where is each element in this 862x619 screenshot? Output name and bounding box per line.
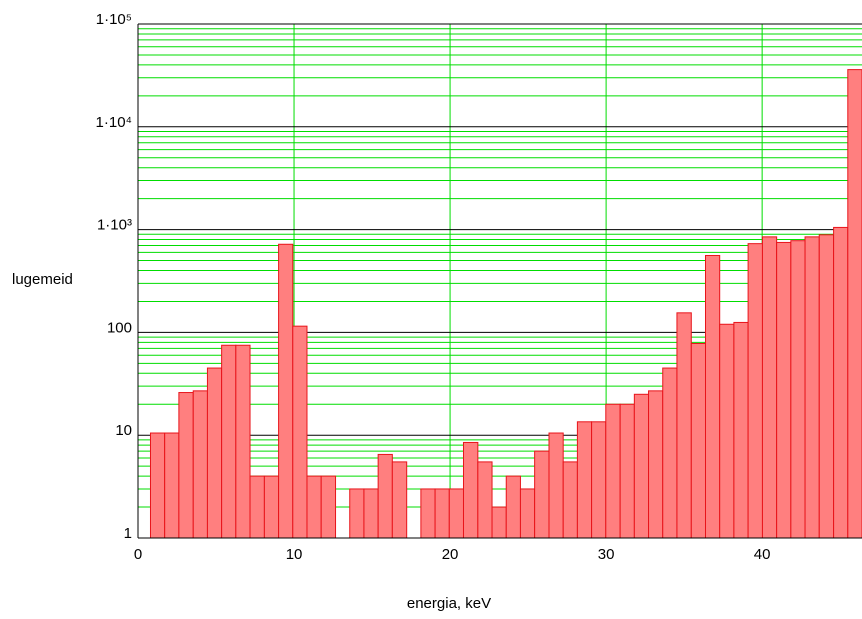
bar — [377, 453, 393, 539]
bar — [349, 488, 365, 539]
bar — [605, 403, 621, 539]
y-tick-label: 1·10⁵ — [96, 11, 132, 28]
y-tick-label: 10 — [115, 422, 132, 439]
bar — [235, 344, 251, 539]
x-axis-title: energia, keV — [407, 595, 491, 612]
bar — [164, 432, 180, 539]
bar — [619, 403, 635, 539]
bar — [847, 69, 862, 539]
y-axis-title: lugemeid — [12, 271, 73, 288]
x-tick-label: 30 — [598, 546, 615, 563]
bar — [591, 421, 607, 539]
bar — [448, 488, 464, 539]
bar — [733, 321, 749, 539]
bar — [278, 243, 294, 539]
bar — [690, 342, 706, 539]
bar — [249, 475, 265, 539]
bar — [534, 450, 550, 539]
bar — [833, 226, 849, 539]
bar — [292, 325, 308, 539]
bar — [391, 461, 408, 539]
y-tick-label: 1 — [124, 525, 132, 542]
bar — [818, 234, 835, 539]
bar — [178, 392, 194, 539]
bar — [363, 488, 379, 539]
bar — [462, 441, 479, 539]
bar — [633, 393, 650, 539]
x-tick-label: 10 — [286, 546, 303, 563]
bar — [761, 236, 778, 539]
bar — [149, 432, 166, 539]
bar — [662, 367, 678, 539]
bar — [491, 506, 507, 539]
bar — [420, 488, 436, 539]
bar — [477, 461, 493, 539]
bar — [648, 390, 664, 539]
bar — [320, 475, 337, 539]
bar — [434, 488, 450, 539]
bar — [576, 421, 593, 539]
x-tick-label: 20 — [442, 546, 459, 563]
bar — [562, 461, 578, 539]
bar — [804, 236, 820, 539]
bar — [306, 475, 322, 539]
bar — [519, 488, 536, 539]
bar — [719, 323, 735, 539]
bar — [676, 312, 692, 539]
x-tick-label: 0 — [134, 546, 142, 563]
y-tick-label: 100 — [107, 319, 132, 336]
bar — [704, 254, 721, 539]
bar — [192, 390, 208, 539]
y-tick-label: 1·10³ — [97, 217, 132, 234]
bar — [206, 367, 223, 539]
bar — [790, 240, 806, 539]
bar — [747, 243, 763, 539]
bar — [776, 241, 792, 539]
bar — [263, 475, 280, 539]
y-tick-label: 1·10⁴ — [96, 114, 132, 131]
bar — [221, 344, 237, 539]
bar — [505, 475, 521, 539]
x-tick-label: 40 — [754, 546, 771, 563]
bar — [548, 432, 564, 539]
